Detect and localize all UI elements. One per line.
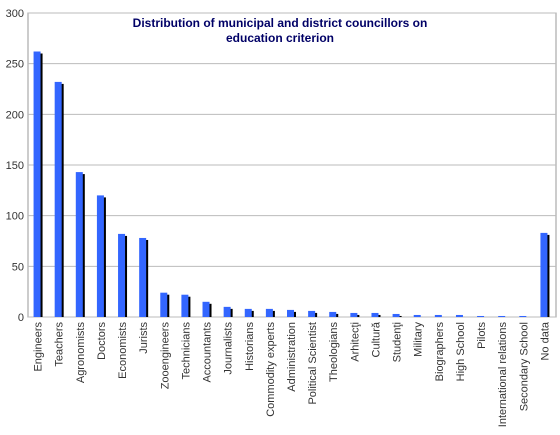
x-tick-label: Teachers <box>54 322 66 367</box>
bar <box>308 310 316 317</box>
x-tick-label: Engineers <box>33 322 45 372</box>
x-tick-label: Journalists <box>223 322 235 375</box>
bar <box>413 314 421 317</box>
bar <box>540 232 548 317</box>
x-tick-label: Biographers <box>434 322 446 382</box>
x-tick-label: International relations <box>497 322 509 428</box>
bar <box>160 292 168 317</box>
x-tick-label: Historians <box>244 322 256 371</box>
bar <box>477 315 485 317</box>
bar <box>75 172 83 317</box>
bar <box>434 314 442 317</box>
x-tick-label: Political Scientist <box>307 322 319 405</box>
bar <box>287 309 294 317</box>
x-tick-label: High School <box>455 322 467 381</box>
x-tick-label: Military <box>413 322 425 357</box>
bar <box>329 311 337 317</box>
bar <box>139 237 147 317</box>
bar <box>519 315 527 317</box>
x-tick-label: Arhitecţi <box>349 322 361 362</box>
bar <box>498 315 506 317</box>
bar <box>455 314 463 317</box>
x-tick-label: Studenţi <box>392 322 404 362</box>
x-tick-label: Technicians <box>180 322 192 380</box>
chart-title: Distribution of municipal and district c… <box>132 16 428 45</box>
y-tick-label: 300 <box>6 8 24 20</box>
x-tick-label: Zooengineers <box>159 322 171 390</box>
bar <box>118 233 126 317</box>
x-tick-label: Theologians <box>328 322 340 382</box>
x-tick-label: Pilots <box>476 322 488 349</box>
x-tick-label: Agronomists <box>75 322 87 384</box>
bar <box>265 308 273 317</box>
x-tick-label: Commodity experts <box>265 322 277 417</box>
y-tick-label: 0 <box>18 312 24 324</box>
bar <box>202 301 210 317</box>
bar <box>244 308 252 317</box>
x-tick-label: Secondary School <box>518 322 530 411</box>
bar <box>350 312 358 317</box>
x-tick-label: Cultură <box>370 321 382 357</box>
x-tick-label: Doctors <box>96 322 108 360</box>
y-tick-label: 100 <box>6 211 24 223</box>
bar <box>371 312 379 317</box>
x-tick-label: Economists <box>117 322 129 379</box>
x-tick-label: Accountants <box>202 322 214 383</box>
x-tick-label: Jurists <box>138 322 150 354</box>
x-tick-label: No data <box>539 321 551 360</box>
bar <box>96 195 104 317</box>
bar <box>33 51 41 318</box>
y-tick-label: 200 <box>6 109 24 121</box>
bar <box>392 313 400 317</box>
bar <box>181 294 189 317</box>
y-tick-label: 150 <box>6 160 24 172</box>
y-tick-label: 50 <box>12 261 24 273</box>
x-tick-label: Administration <box>286 322 298 392</box>
bar <box>223 306 231 317</box>
bar <box>54 81 62 317</box>
y-tick-label: 250 <box>6 59 24 71</box>
